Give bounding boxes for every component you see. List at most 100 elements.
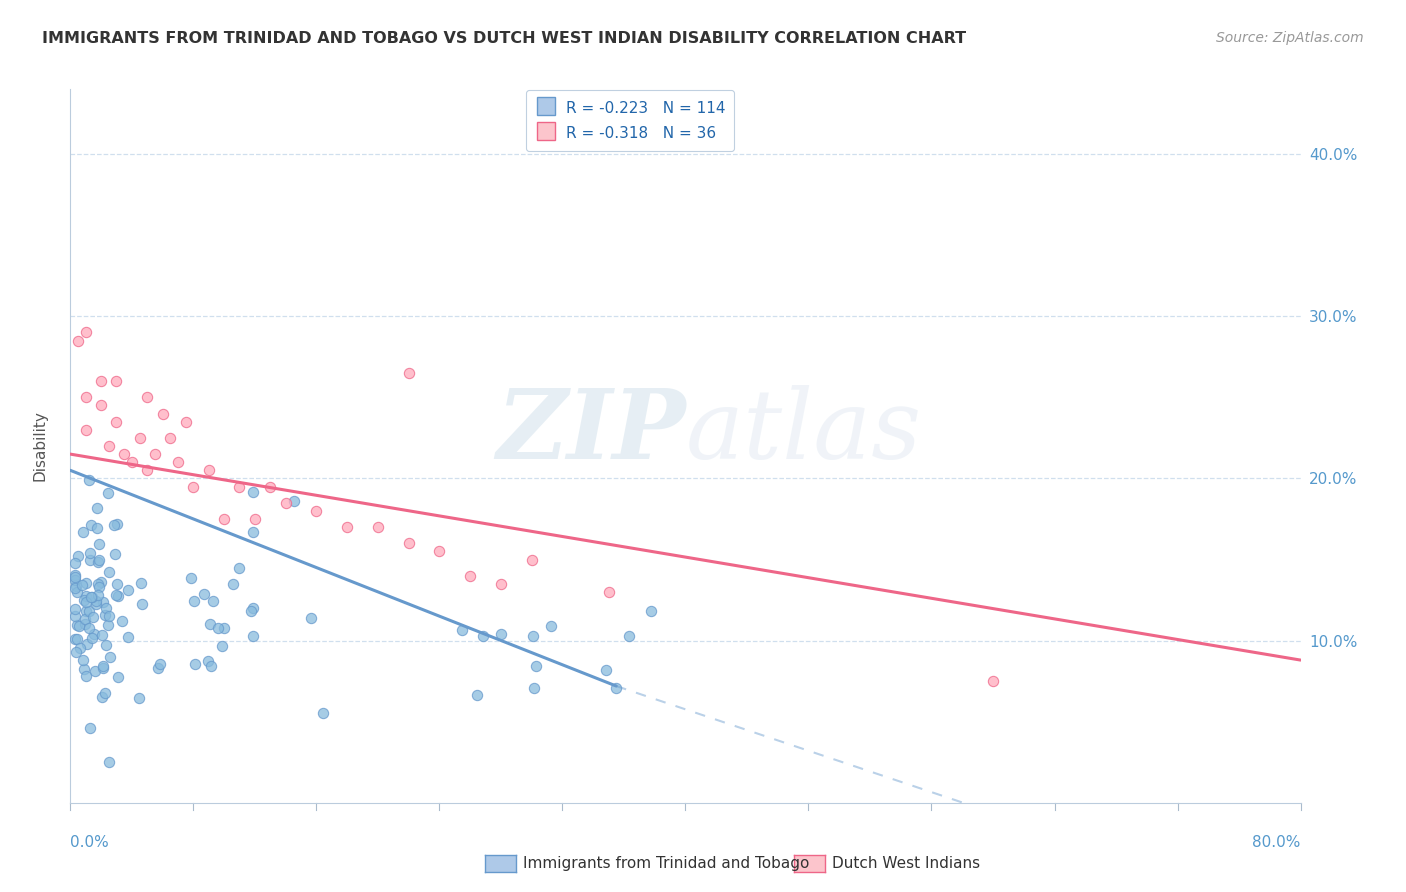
Text: Source: ZipAtlas.com: Source: ZipAtlas.com: [1216, 31, 1364, 45]
Point: [458, 568, 481, 582]
Point: [77, 621, 100, 635]
Point: [75, 595, 97, 609]
Point: [149, 657, 172, 671]
Point: [84, 594, 107, 608]
Point: [128, 431, 150, 445]
Point: [595, 663, 617, 677]
Point: [207, 621, 229, 635]
Point: [489, 577, 512, 591]
Point: [136, 390, 159, 404]
Point: [77, 605, 100, 619]
Point: [103, 517, 125, 532]
Point: [90, 575, 112, 590]
Point: [82, 609, 104, 624]
Point: [211, 639, 233, 653]
Point: [259, 479, 281, 493]
Point: [75, 575, 97, 590]
Point: [87, 555, 110, 569]
Point: [105, 577, 128, 591]
Point: [128, 691, 150, 706]
Point: [242, 600, 264, 615]
Point: [67, 619, 90, 633]
Text: Dutch West Indians: Dutch West Indians: [832, 856, 980, 871]
Point: [299, 611, 322, 625]
Point: [427, 544, 450, 558]
Point: [180, 570, 202, 584]
Point: [242, 485, 264, 500]
Point: [104, 547, 127, 561]
Point: [274, 496, 297, 510]
Point: [98, 649, 121, 664]
Point: [94, 607, 117, 622]
Point: [91, 661, 114, 675]
Point: [228, 561, 250, 575]
Point: [79, 553, 101, 567]
Point: [97, 439, 120, 453]
Point: [66, 334, 89, 348]
Point: [65, 645, 87, 659]
Point: [65, 579, 87, 593]
Point: [72, 578, 94, 592]
Point: [193, 587, 215, 601]
Point: [97, 756, 120, 770]
Point: [80, 590, 103, 604]
Point: [66, 618, 89, 632]
Point: [63, 602, 86, 616]
Point: [107, 669, 129, 683]
Point: [86, 521, 108, 535]
Point: [131, 597, 153, 611]
Point: [105, 374, 128, 388]
Point: [75, 589, 97, 603]
Point: [90, 628, 112, 642]
Point: [87, 577, 110, 591]
Point: [143, 447, 166, 461]
Point: [79, 546, 101, 560]
Point: [489, 626, 512, 640]
Point: [112, 447, 135, 461]
Point: [522, 681, 544, 695]
Point: [104, 588, 127, 602]
Point: [90, 399, 112, 413]
Point: [75, 604, 97, 618]
Point: [63, 568, 86, 582]
Point: [605, 681, 627, 695]
Point: [97, 486, 120, 500]
Point: [311, 706, 333, 720]
Point: [305, 504, 328, 518]
Text: 0.0%: 0.0%: [70, 835, 110, 850]
Point: [66, 584, 89, 599]
Point: [117, 630, 139, 644]
Point: [73, 662, 96, 676]
Point: [174, 415, 197, 429]
Point: [66, 632, 89, 646]
Point: [97, 617, 120, 632]
Point: [222, 577, 245, 591]
Point: [167, 455, 190, 469]
Point: [89, 580, 111, 594]
Point: [200, 658, 222, 673]
Point: [520, 552, 543, 566]
Point: [183, 594, 205, 608]
Point: [197, 463, 219, 477]
Point: [94, 638, 117, 652]
Point: [72, 524, 94, 539]
Point: [212, 621, 235, 635]
Point: [471, 629, 494, 643]
Point: [63, 609, 86, 624]
Point: [86, 597, 108, 611]
Point: [202, 594, 225, 608]
Text: atlas: atlas: [686, 384, 921, 479]
Point: [63, 632, 86, 647]
Point: [72, 653, 94, 667]
Point: [243, 512, 266, 526]
Point: [111, 614, 134, 628]
Point: [148, 661, 170, 675]
Point: [467, 688, 489, 702]
Point: [107, 589, 129, 603]
Point: [336, 520, 359, 534]
Point: [90, 690, 112, 704]
Point: [83, 627, 105, 641]
Point: [66, 549, 89, 563]
Point: [152, 407, 174, 421]
Point: [73, 612, 96, 626]
